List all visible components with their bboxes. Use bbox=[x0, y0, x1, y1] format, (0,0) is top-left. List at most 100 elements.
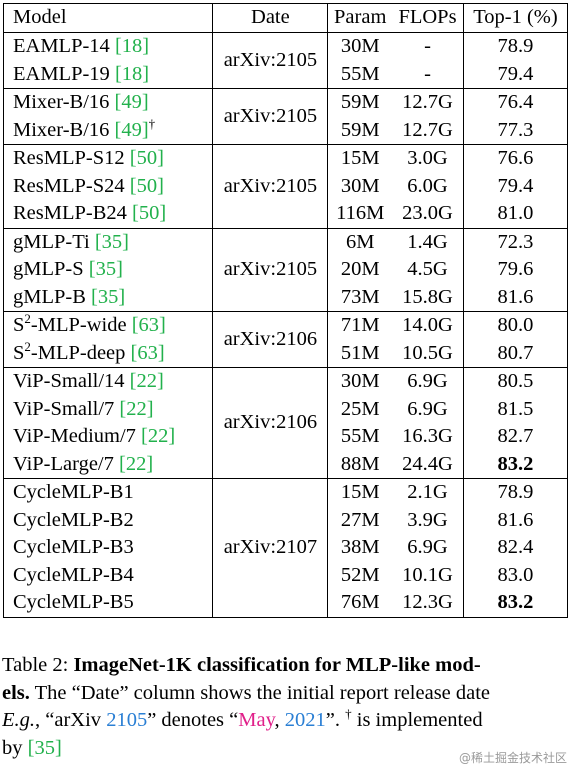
cell-date: arXiv:2107 bbox=[212, 478, 328, 618]
cell-top1: 81.5 bbox=[462, 395, 569, 423]
model-name: ViP-Small/7 bbox=[13, 397, 120, 420]
table-row: ViP-Small/7 [22] 25M 6.9G 81.5 bbox=[2, 395, 569, 423]
model-name: gMLP-S bbox=[13, 258, 89, 280]
citation-link[interactable]: [50] bbox=[132, 202, 167, 224]
model-name: EAMLP-19 bbox=[13, 62, 115, 85]
cell-flops: 6.9G bbox=[407, 536, 448, 558]
cell-flops: 1.4G bbox=[392, 227, 464, 256]
cell-model: ResMLP-S24 [50] bbox=[2, 172, 213, 200]
caption-text: The “Date” column shows the initial repo… bbox=[29, 681, 491, 704]
cell-param: 88M bbox=[327, 450, 393, 479]
cell-param: 15M bbox=[327, 478, 393, 507]
model-superscript: 2 bbox=[24, 338, 31, 354]
table-row: ViP-Small/14 [22] arXiv:2106 30M 6.9G 80.5 bbox=[2, 367, 569, 479]
table-row: EAMLP-19 [18] 55M - 79.4 bbox=[2, 60, 569, 89]
cell-date: arXiv:2105 bbox=[212, 227, 328, 312]
citation-link[interactable]: [35] bbox=[88, 258, 123, 280]
citation-link[interactable]: [49] bbox=[114, 91, 149, 113]
cell-model: ResMLP-B24 [50] bbox=[2, 200, 213, 228]
cell-param: 55M bbox=[327, 60, 393, 89]
cell-date: arXiv:2105 bbox=[212, 88, 328, 145]
citation-link[interactable]: [63] bbox=[131, 314, 166, 336]
table-row: ResMLP-S12 [50] arXiv:2105 15M 3.0G 76.6 bbox=[2, 144, 569, 229]
cell-flops: 4.5G bbox=[407, 258, 448, 280]
citation-link[interactable]: [50] bbox=[129, 147, 164, 169]
table-row: Mixer-B/16 [49] arXiv:2105 59M 12.7G 76.4 bbox=[2, 88, 569, 145]
model-superscript: 2 bbox=[24, 311, 31, 327]
citation-link[interactable]: [22] bbox=[119, 397, 154, 420]
cell-model: Mixer-B/16 [49] bbox=[2, 88, 213, 117]
watermark: @稀土掘金技术社区 bbox=[458, 751, 567, 765]
cell-model: ViP-Medium/7 [22] bbox=[2, 423, 213, 451]
citation-link[interactable]: [22] bbox=[129, 370, 164, 392]
caption-citation[interactable]: [35] bbox=[27, 736, 62, 759]
cell-top1: 80.0 bbox=[462, 311, 569, 340]
cell-top1: 80.7 bbox=[462, 339, 569, 368]
citation-link[interactable]: [22] bbox=[141, 425, 176, 447]
cell-param: 15M bbox=[327, 144, 393, 173]
table-row: CycleMLP-B4 52M 10.1G 83.0 bbox=[2, 561, 569, 589]
citation-link[interactable]: [49] bbox=[114, 118, 149, 141]
model-name: -MLP-deep bbox=[30, 341, 131, 364]
model-name: EAMLP-14 bbox=[13, 35, 115, 57]
citation-link[interactable]: [35] bbox=[94, 230, 130, 253]
cell-flops: 12.7G bbox=[392, 88, 464, 117]
caption-link-may[interactable]: May bbox=[238, 709, 275, 731]
cell-flops: 2.1G bbox=[392, 478, 464, 507]
table-row: S2-MLP-deep [63] 51M 10.5G 80.7 bbox=[2, 338, 569, 368]
cell-model: ResMLP-S12 [50] bbox=[2, 144, 213, 173]
cell-flops: 12.3G bbox=[392, 589, 464, 618]
cell-flops: 6.9G bbox=[392, 367, 464, 396]
cell-param: 73M bbox=[327, 283, 393, 312]
model-name: ViP-Medium/7 bbox=[13, 425, 142, 447]
cell-flops: 3.0G bbox=[392, 144, 464, 173]
cell-model: gMLP-Ti [35] bbox=[2, 227, 213, 256]
cell-model: EAMLP-19 [18] bbox=[2, 60, 213, 89]
caption-title-end: els. bbox=[2, 681, 30, 704]
caption-link-2105[interactable]: 2105 bbox=[106, 709, 148, 731]
cell-top1: 80.5 bbox=[462, 367, 569, 396]
cell-top1: 72.3 bbox=[462, 227, 569, 256]
cell-model: ViP-Large/7 [22] bbox=[2, 450, 213, 479]
table-row: CycleMLP-B2 27M 3.9G 81.6 bbox=[2, 506, 569, 534]
caption-link-2021[interactable]: 2021 bbox=[284, 709, 326, 731]
citation-link[interactable]: [18] bbox=[114, 62, 150, 85]
cell-top1: 82.7 bbox=[462, 423, 569, 451]
citation-link[interactable]: [50] bbox=[129, 174, 164, 197]
cell-model: CycleMLP-B2 bbox=[2, 506, 213, 534]
cell-flops: - bbox=[424, 62, 431, 85]
cell-date: arXiv:2106 bbox=[212, 367, 328, 479]
caption-line-3: E.g., “arXiv 2105” denotes “May, 2021”. … bbox=[2, 707, 571, 735]
model-name: ResMLP-B24 bbox=[13, 202, 133, 224]
cell-model: gMLP-S [35] bbox=[2, 256, 213, 284]
caption-eg: E.g. bbox=[2, 709, 36, 731]
model-name: ViP-Small/14 bbox=[13, 370, 130, 392]
cell-model: CycleMLP-B4 bbox=[2, 561, 213, 589]
model-name: -MLP-wide bbox=[30, 314, 132, 336]
cell-flops: 14.0G bbox=[392, 311, 464, 340]
citation-link[interactable]: [18] bbox=[114, 35, 150, 57]
table-row: ViP-Large/7 [22] 88M 24.4G 83.2 bbox=[2, 450, 569, 479]
table-row: Mixer-B/16 [49]† 59M 12.7G 77.3 bbox=[2, 116, 569, 145]
cell-top1: 83.2 bbox=[462, 589, 569, 618]
caption-text: is implemented bbox=[351, 709, 483, 731]
cell-param: 38M bbox=[327, 534, 393, 562]
cell-param: 116M bbox=[327, 200, 393, 228]
cell-param: 51M bbox=[327, 339, 393, 368]
cell-param: 76M bbox=[327, 589, 393, 618]
cell-param: 6M bbox=[327, 227, 393, 256]
cell-top1: 77.3 bbox=[462, 116, 569, 145]
model-name: CycleMLP-B3 bbox=[13, 536, 134, 558]
cell-top1: 79.4 bbox=[462, 60, 569, 89]
cell-top1: 83.2 bbox=[462, 450, 569, 479]
cell-top1: 76.6 bbox=[462, 144, 569, 173]
cell-date: arXiv:2105 bbox=[212, 32, 328, 89]
citation-link[interactable]: [63] bbox=[130, 341, 165, 364]
citation-link[interactable]: [35] bbox=[91, 285, 126, 308]
cell-flops: 12.7G bbox=[402, 118, 453, 141]
header-top1: Top-1 (%) bbox=[462, 3, 569, 33]
citation-link[interactable]: [22] bbox=[119, 452, 154, 475]
cell-model: S2-MLP-wide [63] bbox=[2, 311, 213, 340]
cell-param: 20M bbox=[327, 256, 393, 284]
cell-top1: 78.9 bbox=[462, 478, 569, 507]
